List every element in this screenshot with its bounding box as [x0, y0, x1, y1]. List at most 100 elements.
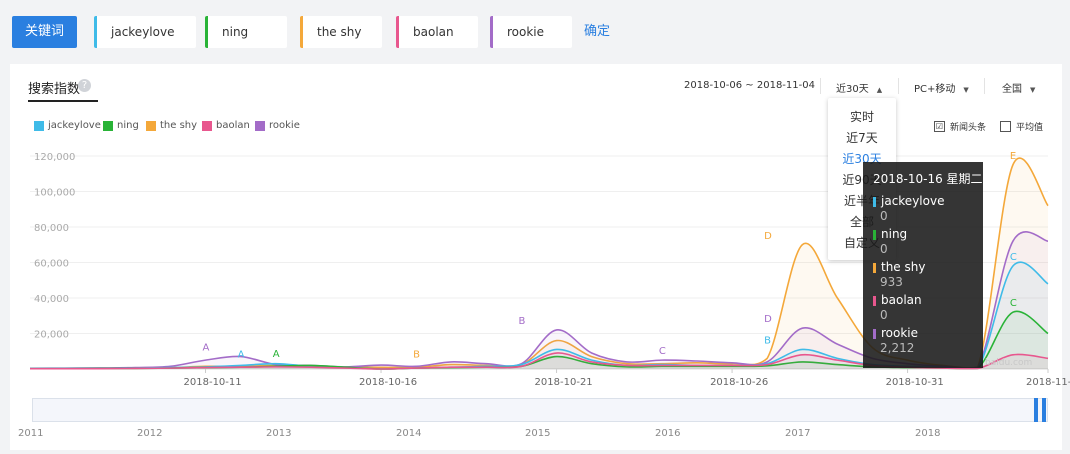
- tooltip-series-name: ning: [873, 227, 907, 241]
- legend-item-0[interactable]: jackeylove: [34, 120, 101, 131]
- tooltip-color-bar: [873, 328, 876, 339]
- legend-item-3[interactable]: baolan: [202, 120, 250, 131]
- tooltip-series-name: the shy: [873, 260, 925, 274]
- annotation-marker[interactable]: C: [1010, 298, 1017, 309]
- checkbox-icon: [1000, 121, 1011, 132]
- caret-down-icon: ▼: [1030, 86, 1036, 94]
- navigator-year-label: 2014: [396, 428, 422, 439]
- tooltip-series-label: jackeylove: [881, 194, 945, 208]
- annotation-marker[interactable]: A: [203, 343, 210, 354]
- news-checkbox-label: 新闻头条: [950, 123, 987, 133]
- tooltip-date: 2018-10-16 星期二: [873, 172, 983, 186]
- keyword-input-2[interactable]: the shy: [300, 16, 382, 48]
- date-range: 2018-10-06 ~ 2018-11-04: [684, 80, 815, 91]
- y-tick-label: 120,000: [34, 152, 75, 163]
- caret-down-icon: ▼: [963, 86, 969, 94]
- news-checkbox[interactable]: ☑ 新闻头条: [934, 120, 986, 133]
- period-select[interactable]: 近30天 ▲: [836, 80, 882, 95]
- navigator-right-handle[interactable]: [1042, 398, 1046, 422]
- device-select[interactable]: PC+移动 ▼: [914, 80, 969, 95]
- watermark: baidu.com: [985, 358, 1032, 368]
- legend-item-1[interactable]: ning: [103, 120, 139, 131]
- tooltip-series-label: baolan: [881, 293, 922, 307]
- legend-item-2[interactable]: the shy: [146, 120, 197, 131]
- legend-label: baolan: [216, 120, 250, 131]
- legend-label: rookie: [269, 120, 300, 131]
- tooltip-series-value: 0: [880, 242, 888, 256]
- tooltip-color-bar: [873, 229, 876, 240]
- annotation-marker[interactable]: B: [518, 316, 525, 327]
- navigator-year-label: 2012: [137, 428, 163, 439]
- navigator-year-label: 2011: [18, 428, 44, 439]
- x-tick-label: 2018-10-11: [184, 377, 242, 388]
- chart-tooltip: 2018-10-16 星期二 jackeylove 0 ning 0 the shy 93…: [863, 162, 983, 368]
- time-navigator[interactable]: [32, 398, 1048, 422]
- legend-label: jackeylove: [48, 120, 101, 131]
- tooltip-series-value: 0: [880, 308, 888, 322]
- keyword-input-4[interactable]: rookie: [490, 16, 572, 48]
- annotation-marker[interactable]: D: [764, 314, 772, 325]
- region-value: 全国: [1002, 84, 1022, 95]
- keyword-input-3[interactable]: baolan: [396, 16, 478, 48]
- region-select[interactable]: 全国 ▼: [1002, 80, 1035, 95]
- y-tick-label: 20,000: [34, 330, 69, 341]
- panel-title-underline: [28, 100, 98, 102]
- x-tick-label: 2018-10-21: [535, 377, 593, 388]
- navigator-year-label: 2013: [266, 428, 292, 439]
- tooltip-series-label: rookie: [881, 326, 919, 340]
- legend-item-4[interactable]: rookie: [255, 120, 300, 131]
- annotation-marker[interactable]: B: [413, 350, 420, 361]
- checkbox-checked-icon: ☑: [934, 121, 945, 132]
- legend-label: the shy: [160, 120, 198, 131]
- y-tick-label: 80,000: [34, 223, 69, 234]
- navigator-year-label: 2015: [525, 428, 551, 439]
- tooltip-series-label: the shy: [881, 260, 926, 274]
- y-tick-label: 100,000: [34, 188, 75, 199]
- device-value: PC+移动: [914, 84, 956, 95]
- navigator-year-label: 2017: [785, 428, 811, 439]
- keyword-input-1[interactable]: ning: [205, 16, 287, 48]
- caret-up-icon: ▲: [876, 86, 883, 94]
- period-value: 近30天: [836, 84, 869, 95]
- tooltip-series-name: jackeylove: [873, 194, 944, 208]
- tooltip-series-value: 933: [880, 275, 903, 289]
- annotation-marker[interactable]: A: [273, 349, 280, 360]
- tooltip-series-name: rookie: [873, 326, 918, 340]
- annotation-marker[interactable]: B: [764, 335, 771, 346]
- keyword-button[interactable]: 关键词: [12, 16, 77, 48]
- x-tick-label: 2018-10-26: [710, 377, 768, 388]
- x-tick-label: 2018-10-16: [359, 377, 417, 388]
- average-checkbox-label: 平均值: [1016, 123, 1044, 133]
- annotation-marker[interactable]: A: [238, 350, 245, 361]
- average-checkbox[interactable]: 平均值: [1000, 120, 1043, 133]
- navigator-year-label: 2018: [915, 428, 941, 439]
- y-tick-label: 60,000: [34, 259, 69, 270]
- x-tick-label: 2018-11-04: [1026, 377, 1070, 388]
- period-option[interactable]: 近7天: [846, 131, 878, 145]
- series-area-the-shy: [30, 158, 1048, 369]
- divider: [984, 78, 985, 94]
- navigator-year-label: 2016: [655, 428, 681, 439]
- annotation-marker[interactable]: C: [1010, 252, 1017, 263]
- tooltip-series-label: ning: [881, 227, 908, 241]
- tooltip-series-value: 2,212: [880, 341, 915, 355]
- tooltip-series-name: baolan: [873, 293, 922, 307]
- legend-swatch: [34, 120, 44, 131]
- annotation-marker[interactable]: C: [659, 346, 666, 357]
- tooltip-series-value: 0: [880, 209, 888, 223]
- period-dropdown: 实时 近7天 近30天 近90天 近半年 全部 自定义: [828, 98, 896, 260]
- keyword-input-0[interactable]: jackeylove: [94, 16, 196, 48]
- legend-label: ning: [117, 120, 139, 131]
- confirm-button[interactable]: 确定: [584, 24, 611, 39]
- legend-swatch: [103, 120, 113, 131]
- divider: [820, 78, 821, 94]
- annotation-marker[interactable]: E: [1010, 151, 1016, 162]
- legend-swatch: [202, 120, 212, 131]
- annotation-marker[interactable]: D: [764, 231, 772, 242]
- x-tick-label: 2018-10-31: [886, 377, 944, 388]
- help-icon[interactable]: ?: [78, 79, 91, 92]
- y-tick-label: 40,000: [34, 294, 69, 305]
- period-option[interactable]: 实时: [849, 110, 874, 124]
- navigator-left-handle[interactable]: [1034, 398, 1038, 422]
- tooltip-color-bar: [873, 196, 876, 207]
